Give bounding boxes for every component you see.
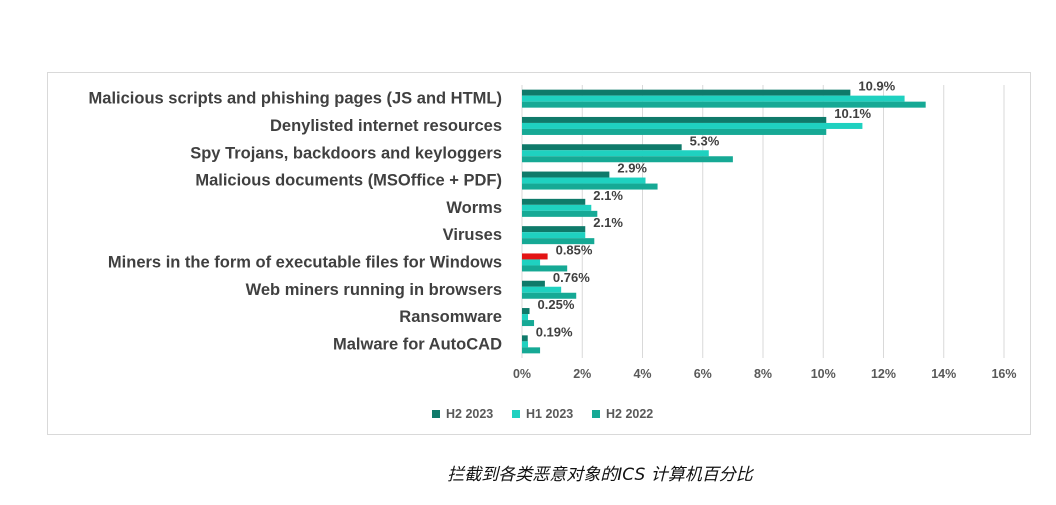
x-tick-label: 6% <box>694 367 712 381</box>
bar-h1-2023 <box>522 177 646 184</box>
category-label: Ransomware <box>399 308 502 326</box>
bar-h2-2022 <box>522 183 658 190</box>
bar-h1-2023 <box>522 286 562 293</box>
x-tick-label: 16% <box>991 367 1016 381</box>
bar-h2-2023 <box>522 253 548 260</box>
x-tick-label: 8% <box>754 367 772 381</box>
bar-h1-2023 <box>522 95 905 102</box>
bar-h2-2022 <box>522 210 598 217</box>
category-label: Viruses <box>443 226 502 244</box>
category-label: Malware for AutoCAD <box>333 335 502 353</box>
legend-swatch <box>592 410 600 418</box>
bar-h2-2023 <box>522 308 530 315</box>
bar-h1-2023 <box>522 204 592 211</box>
legend-label: H2 2022 <box>606 407 653 421</box>
category-label: Malicious documents (MSOffice + PDF) <box>195 172 502 190</box>
data-label: 10.1% <box>834 106 871 121</box>
data-label: 10.9% <box>858 79 895 94</box>
data-label: 2.9% <box>617 161 647 176</box>
bar-h2-2022 <box>522 347 541 354</box>
bar-h1-2023 <box>522 232 586 239</box>
bar-h1-2023 <box>522 122 863 129</box>
x-tick-label: 2% <box>573 367 591 381</box>
chart-frame: 0% 2% 4% 6% 8% 10% 12% 14% 16% Malicious scripts … <box>47 72 1031 435</box>
bar-h1-2023 <box>522 341 529 348</box>
legend-swatch <box>512 410 520 418</box>
legend-swatch <box>432 410 440 418</box>
bar-h2-2022 <box>522 101 926 108</box>
category-label: Denylisted internet resources <box>270 117 502 135</box>
bar-h2-2022 <box>522 238 595 245</box>
category-label: Miners in the form of executable files f… <box>108 253 502 271</box>
data-label: 0.76% <box>553 270 590 285</box>
bar-h2-2022 <box>522 320 535 327</box>
x-tick-label: 0% <box>513 367 531 381</box>
data-label: 0.85% <box>556 242 593 257</box>
bar-h1-2023 <box>522 259 541 266</box>
data-label: 0.25% <box>538 297 575 312</box>
data-label: 0.19% <box>536 324 573 339</box>
bar-h2-2023 <box>522 226 586 233</box>
category-label: Web miners running in browsers <box>246 281 502 299</box>
bar-h2-2023 <box>522 116 827 123</box>
x-tick-label: 10% <box>811 367 836 381</box>
category-label: Malicious scripts and phishing pages (JS… <box>89 90 502 108</box>
bar-h2-2022 <box>522 265 568 272</box>
x-tick-label: 14% <box>931 367 956 381</box>
bar-h2-2022 <box>522 128 827 135</box>
x-tick-label: 12% <box>871 367 896 381</box>
bar-h1-2023 <box>522 150 709 157</box>
legend-label: H2 2023 <box>446 407 493 421</box>
bar-h2-2023 <box>522 89 851 96</box>
bar-h2-2022 <box>522 156 733 163</box>
data-label: 5.3% <box>690 133 720 148</box>
bar-h2-2023 <box>522 171 610 178</box>
bar-h2-2023 <box>522 144 682 151</box>
chart-caption: 拦截到各类恶意对象的ICS 计算机百分比 <box>447 465 753 485</box>
bar-h1-2023 <box>522 314 529 321</box>
bar-h2-2023 <box>522 280 545 287</box>
bar-h2-2022 <box>522 292 577 299</box>
data-label: 2.1% <box>593 215 623 230</box>
bar-chart: 0% 2% 4% 6% 8% 10% 12% 14% 16% Malicious scripts … <box>89 79 1017 421</box>
x-tick-label: 4% <box>633 367 651 381</box>
bar-h2-2023 <box>522 335 528 342</box>
legend-label: H1 2023 <box>526 407 573 421</box>
bar-h2-2023 <box>522 198 586 205</box>
category-label: Spy Trojans, backdoors and keyloggers <box>190 144 502 162</box>
category-label: Worms <box>446 199 502 217</box>
data-label: 2.1% <box>593 188 623 203</box>
